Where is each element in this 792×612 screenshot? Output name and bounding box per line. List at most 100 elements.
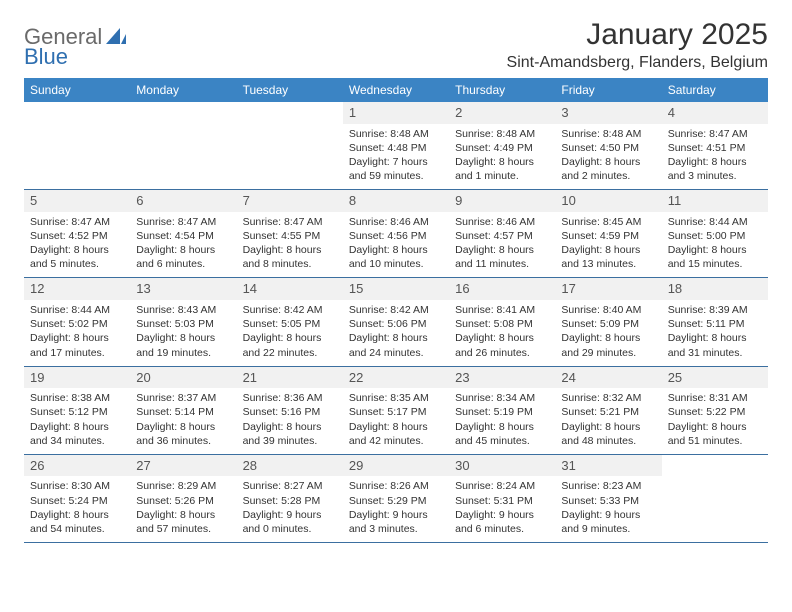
calendar-day-cell: 27Sunrise: 8:29 AMSunset: 5:26 PMDayligh… xyxy=(130,454,236,542)
sunset-text: Sunset: 5:09 PM xyxy=(561,317,655,331)
calendar-week-row: 1Sunrise: 8:48 AMSunset: 4:48 PMDaylight… xyxy=(24,102,768,190)
sunset-text: Sunset: 5:08 PM xyxy=(455,317,549,331)
sunrise-text: Sunrise: 8:43 AM xyxy=(136,303,230,317)
calendar-day-cell: 4Sunrise: 8:47 AMSunset: 4:51 PMDaylight… xyxy=(662,102,768,190)
daylight1-text: Daylight: 8 hours xyxy=(561,155,655,169)
daylight2-text: and 6 minutes. xyxy=(455,522,549,536)
calendar-day-cell: 12Sunrise: 8:44 AMSunset: 5:02 PMDayligh… xyxy=(24,278,130,366)
daylight2-text: and 36 minutes. xyxy=(136,434,230,448)
daylight1-text: Daylight: 8 hours xyxy=(136,243,230,257)
calendar-day-cell: 25Sunrise: 8:31 AMSunset: 5:22 PMDayligh… xyxy=(662,366,768,454)
sunrise-text: Sunrise: 8:42 AM xyxy=(243,303,337,317)
daylight1-text: Daylight: 8 hours xyxy=(243,420,337,434)
sunrise-text: Sunrise: 8:44 AM xyxy=(668,215,762,229)
weekday-header: Sunday xyxy=(24,78,130,102)
day-number: 4 xyxy=(662,102,768,124)
sunrise-text: Sunrise: 8:46 AM xyxy=(349,215,443,229)
daylight2-text: and 19 minutes. xyxy=(136,346,230,360)
sunset-text: Sunset: 5:16 PM xyxy=(243,405,337,419)
daylight2-text: and 26 minutes. xyxy=(455,346,549,360)
day-number: 31 xyxy=(555,455,661,477)
sunset-text: Sunset: 5:28 PM xyxy=(243,494,337,508)
day-number: 27 xyxy=(130,455,236,477)
daylight2-text: and 24 minutes. xyxy=(349,346,443,360)
daylight2-text: and 2 minutes. xyxy=(561,169,655,183)
day-number: 2 xyxy=(449,102,555,124)
title-block: January 2025 Sint-Amandsberg, Flanders, … xyxy=(507,18,768,72)
calendar-body: 1Sunrise: 8:48 AMSunset: 4:48 PMDaylight… xyxy=(24,102,768,543)
calendar-day-cell: 10Sunrise: 8:45 AMSunset: 4:59 PMDayligh… xyxy=(555,190,661,278)
sunrise-text: Sunrise: 8:45 AM xyxy=(561,215,655,229)
sunset-text: Sunset: 4:59 PM xyxy=(561,229,655,243)
daylight2-text: and 42 minutes. xyxy=(349,434,443,448)
sunset-text: Sunset: 5:29 PM xyxy=(349,494,443,508)
calendar-day-cell: 9Sunrise: 8:46 AMSunset: 4:57 PMDaylight… xyxy=(449,190,555,278)
calendar-day-cell: 24Sunrise: 8:32 AMSunset: 5:21 PMDayligh… xyxy=(555,366,661,454)
calendar-day-cell: 8Sunrise: 8:46 AMSunset: 4:56 PMDaylight… xyxy=(343,190,449,278)
daylight2-text: and 3 minutes. xyxy=(349,522,443,536)
sunset-text: Sunset: 5:24 PM xyxy=(30,494,124,508)
day-number: 5 xyxy=(24,190,130,212)
daylight1-text: Daylight: 8 hours xyxy=(30,331,124,345)
daylight1-text: Daylight: 8 hours xyxy=(455,243,549,257)
brand-sail-icon xyxy=(106,26,126,49)
sunset-text: Sunset: 5:03 PM xyxy=(136,317,230,331)
calendar-day-cell: 16Sunrise: 8:41 AMSunset: 5:08 PMDayligh… xyxy=(449,278,555,366)
daylight2-text: and 22 minutes. xyxy=(243,346,337,360)
sunrise-text: Sunrise: 8:35 AM xyxy=(349,391,443,405)
sunset-text: Sunset: 4:48 PM xyxy=(349,141,443,155)
sunrise-text: Sunrise: 8:47 AM xyxy=(30,215,124,229)
sunrise-text: Sunrise: 8:40 AM xyxy=(561,303,655,317)
calendar-day-cell: 21Sunrise: 8:36 AMSunset: 5:16 PMDayligh… xyxy=(237,366,343,454)
month-title: January 2025 xyxy=(507,18,768,52)
calendar-week-row: 5Sunrise: 8:47 AMSunset: 4:52 PMDaylight… xyxy=(24,190,768,278)
sunset-text: Sunset: 5:26 PM xyxy=(136,494,230,508)
day-number: 30 xyxy=(449,455,555,477)
day-number: 29 xyxy=(343,455,449,477)
sunset-text: Sunset: 5:02 PM xyxy=(30,317,124,331)
daylight1-text: Daylight: 8 hours xyxy=(30,420,124,434)
sunset-text: Sunset: 5:31 PM xyxy=(455,494,549,508)
sunrise-text: Sunrise: 8:48 AM xyxy=(455,127,549,141)
sunrise-text: Sunrise: 8:39 AM xyxy=(668,303,762,317)
daylight2-text: and 34 minutes. xyxy=(30,434,124,448)
sunset-text: Sunset: 5:33 PM xyxy=(561,494,655,508)
sunset-text: Sunset: 4:54 PM xyxy=(136,229,230,243)
day-number: 16 xyxy=(449,278,555,300)
sunrise-text: Sunrise: 8:47 AM xyxy=(668,127,762,141)
calendar-day-cell: 19Sunrise: 8:38 AMSunset: 5:12 PMDayligh… xyxy=(24,366,130,454)
daylight2-text: and 13 minutes. xyxy=(561,257,655,271)
day-number: 3 xyxy=(555,102,661,124)
calendar-day-cell: 3Sunrise: 8:48 AMSunset: 4:50 PMDaylight… xyxy=(555,102,661,190)
weekday-header: Tuesday xyxy=(237,78,343,102)
day-number: 6 xyxy=(130,190,236,212)
calendar-day-cell: 18Sunrise: 8:39 AMSunset: 5:11 PMDayligh… xyxy=(662,278,768,366)
calendar-table: SundayMondayTuesdayWednesdayThursdayFrid… xyxy=(24,78,768,543)
calendar-day-cell: 30Sunrise: 8:24 AMSunset: 5:31 PMDayligh… xyxy=(449,454,555,542)
calendar-week-row: 12Sunrise: 8:44 AMSunset: 5:02 PMDayligh… xyxy=(24,278,768,366)
day-number: 11 xyxy=(662,190,768,212)
daylight2-text: and 51 minutes. xyxy=(668,434,762,448)
daylight1-text: Daylight: 8 hours xyxy=(668,155,762,169)
sunrise-text: Sunrise: 8:29 AM xyxy=(136,479,230,493)
weekday-header: Thursday xyxy=(449,78,555,102)
weekday-header: Wednesday xyxy=(343,78,449,102)
daylight1-text: Daylight: 8 hours xyxy=(349,243,443,257)
calendar-week-row: 26Sunrise: 8:30 AMSunset: 5:24 PMDayligh… xyxy=(24,454,768,542)
daylight2-text: and 29 minutes. xyxy=(561,346,655,360)
sunset-text: Sunset: 4:57 PM xyxy=(455,229,549,243)
calendar-day-cell: 2Sunrise: 8:48 AMSunset: 4:49 PMDaylight… xyxy=(449,102,555,190)
daylight1-text: Daylight: 9 hours xyxy=(349,508,443,522)
sunrise-text: Sunrise: 8:41 AM xyxy=(455,303,549,317)
sunset-text: Sunset: 5:14 PM xyxy=(136,405,230,419)
daylight1-text: Daylight: 8 hours xyxy=(668,420,762,434)
calendar-day-cell: 26Sunrise: 8:30 AMSunset: 5:24 PMDayligh… xyxy=(24,454,130,542)
day-number: 20 xyxy=(130,367,236,389)
sunset-text: Sunset: 5:12 PM xyxy=(30,405,124,419)
sunrise-text: Sunrise: 8:24 AM xyxy=(455,479,549,493)
sunrise-text: Sunrise: 8:47 AM xyxy=(243,215,337,229)
weekday-header: Saturday xyxy=(662,78,768,102)
day-number: 18 xyxy=(662,278,768,300)
daylight1-text: Daylight: 8 hours xyxy=(349,331,443,345)
sunrise-text: Sunrise: 8:48 AM xyxy=(349,127,443,141)
